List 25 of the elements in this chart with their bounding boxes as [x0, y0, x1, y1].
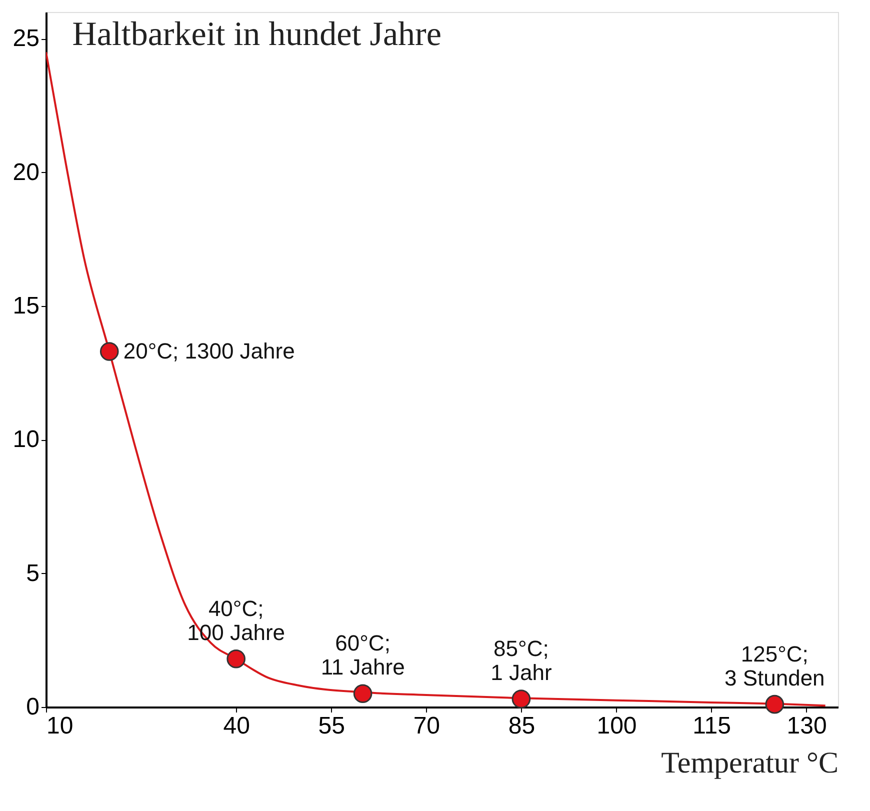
- x-tick-label: 100: [596, 712, 637, 740]
- y-tick-label: 20: [12, 158, 40, 186]
- x-tick-label: 40: [223, 712, 250, 740]
- point: [512, 690, 531, 708]
- annotation: 60°C; 11 Jahre: [320, 630, 405, 680]
- point: [100, 342, 119, 361]
- point: [765, 694, 784, 714]
- x-tick-label: 55: [318, 712, 345, 740]
- x-axis-title: Temperatur °C: [661, 746, 838, 780]
- y-tick-label: 25: [12, 25, 40, 52]
- y-tick-label: 5: [26, 560, 40, 587]
- chart-title: Haltbarkeit in hundet Jahre: [72, 16, 442, 53]
- x-tick-label: 70: [413, 712, 440, 740]
- point: [226, 649, 246, 668]
- annotation: 85°C; 1 Jahr: [490, 636, 552, 685]
- point: [353, 684, 372, 704]
- x-tick-label: 130: [786, 712, 827, 740]
- x-tick-label: 10: [46, 712, 74, 740]
- y-tick-label: 0: [26, 694, 40, 720]
- x-tick-label: 85: [508, 712, 536, 740]
- x-tick-label: 115: [692, 712, 731, 740]
- annotation: 125°C; 3 Stunden: [724, 641, 825, 690]
- y-tick-label: 15: [12, 292, 40, 320]
- y-tick-label: 10: [12, 426, 40, 454]
- annotation: 20°C; 1300 Jahre: [123, 338, 295, 364]
